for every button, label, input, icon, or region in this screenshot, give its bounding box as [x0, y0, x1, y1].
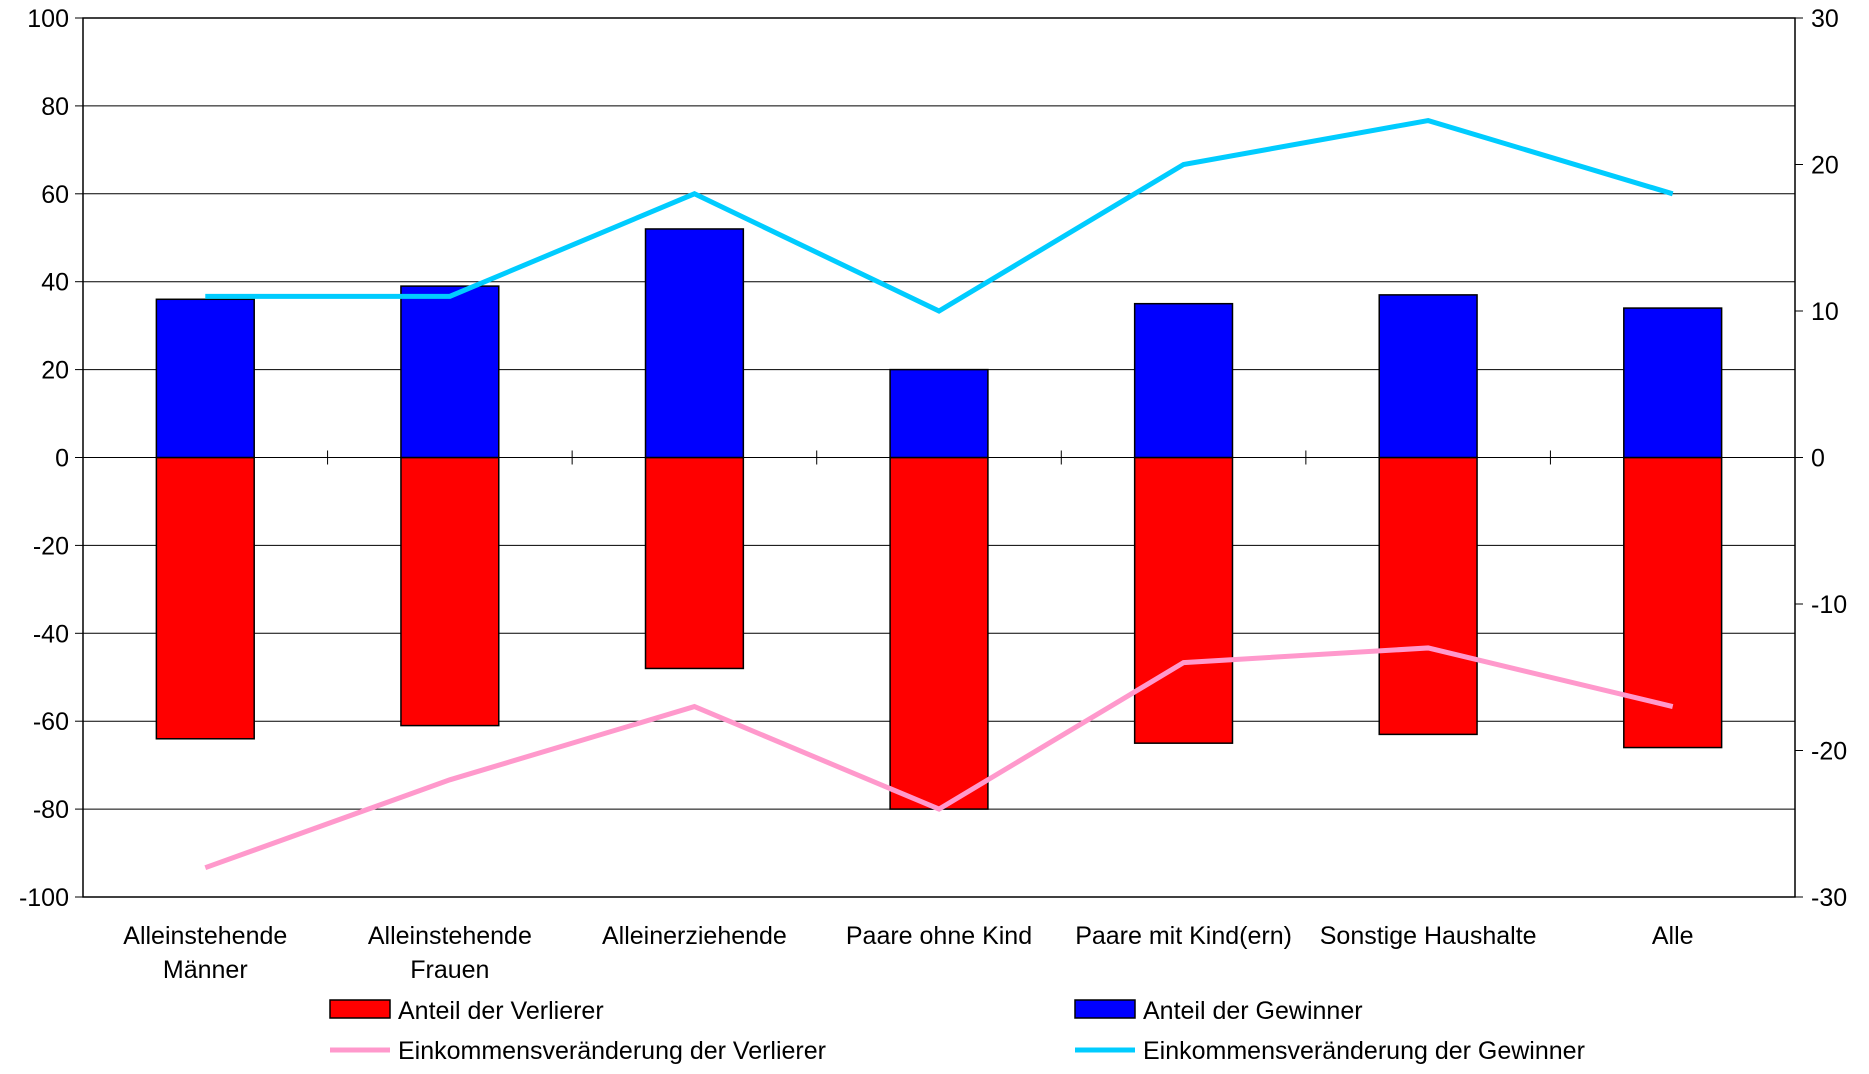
- bar: [400, 456, 500, 727]
- right-axis-tick-label: -30: [1811, 884, 1847, 912]
- left-axis-tick-label: -60: [33, 708, 69, 736]
- left-axis-tick-label: 40: [41, 269, 69, 297]
- bars: [155, 228, 1723, 810]
- category-labels: Alleinstehende Männer Alleinstehende Frauen…: [123, 922, 1693, 984]
- right-axis-tick-label: -10: [1811, 591, 1847, 619]
- legend-label: Einkommensveränderung der Gewinner: [1143, 1037, 1585, 1065]
- category-label-line: Männer: [163, 956, 248, 984]
- left-axis-tick-label: -100: [19, 884, 69, 912]
- right-axis-tick-labels: 30 20 10 0 -10 -20 -30: [1811, 5, 1847, 912]
- right-axis-tick-label: 10: [1811, 298, 1839, 326]
- bar: [644, 456, 745, 670]
- bar: [1133, 302, 1234, 459]
- bar: [1378, 456, 1478, 736]
- left-axis-tick-label: 0: [55, 445, 69, 473]
- bar: [400, 285, 500, 459]
- left-axis-tick-label: -80: [33, 796, 69, 824]
- category-label-line: Paare ohne Kind: [846, 922, 1032, 950]
- bar: [1133, 456, 1234, 744]
- legend: Anteil der Verlierer Anteil der Gewinner E…: [329, 997, 1585, 1065]
- category-label: Alle: [1652, 922, 1694, 950]
- right-axis-tick-label: 20: [1811, 152, 1839, 180]
- right-axis-tick-label: -20: [1811, 738, 1847, 766]
- category-label-line: Alleinstehende: [368, 922, 532, 950]
- left-axis-tick-label: 20: [41, 357, 69, 385]
- category-label-line: Alle: [1652, 922, 1694, 950]
- right-axis-tick-label: 30: [1811, 5, 1839, 33]
- bar: [155, 456, 255, 740]
- category-label: Alleinerziehende: [602, 922, 787, 950]
- legend-label: Anteil der Gewinner: [1143, 997, 1363, 1025]
- left-axis-tick-label: 80: [41, 93, 69, 121]
- left-axis-tick-label: 100: [27, 5, 69, 33]
- left-axis-tick-label: -40: [33, 620, 69, 648]
- category-label: Alleinstehende Männer: [123, 922, 287, 984]
- series-line: [205, 117, 1674, 314]
- category-label: Paare mit Kind(ern): [1075, 922, 1292, 950]
- left-axis-tick-label: -20: [33, 532, 69, 560]
- bar: [889, 456, 989, 810]
- series-line: [204, 645, 1674, 871]
- category-label: Alleinstehende Frauen: [368, 922, 532, 984]
- category-label-line: Alleinerziehende: [602, 922, 787, 950]
- left-axis-tick-labels: 100 80 60 40 20 0 -20 -40 -60 -80 -100: [19, 5, 69, 912]
- bar: [644, 228, 745, 459]
- bar: [1623, 307, 1723, 459]
- category-label-line: Alleinstehende: [123, 922, 287, 950]
- category-label-line: Sonstige Haushalte: [1320, 922, 1537, 950]
- left-axis-tick-label: 60: [41, 181, 69, 209]
- bar: [1378, 294, 1478, 459]
- category-label: Paare ohne Kind: [846, 922, 1032, 950]
- right-axis-tick-label: 0: [1811, 445, 1825, 473]
- legend-swatch: [329, 999, 391, 1019]
- legend-label: Anteil der Verlierer: [398, 997, 604, 1025]
- bar: [155, 298, 255, 459]
- category-label: Sonstige Haushalte: [1320, 922, 1537, 950]
- bar: [889, 368, 989, 459]
- category-label-line: Frauen: [410, 956, 489, 984]
- axes: [75, 17, 1803, 898]
- category-label-line: Paare mit Kind(ern): [1075, 922, 1292, 950]
- legend-swatch: [1074, 999, 1136, 1019]
- legend-label: Einkommensveränderung der Verlierer: [398, 1037, 826, 1065]
- series-lines: [204, 117, 1674, 871]
